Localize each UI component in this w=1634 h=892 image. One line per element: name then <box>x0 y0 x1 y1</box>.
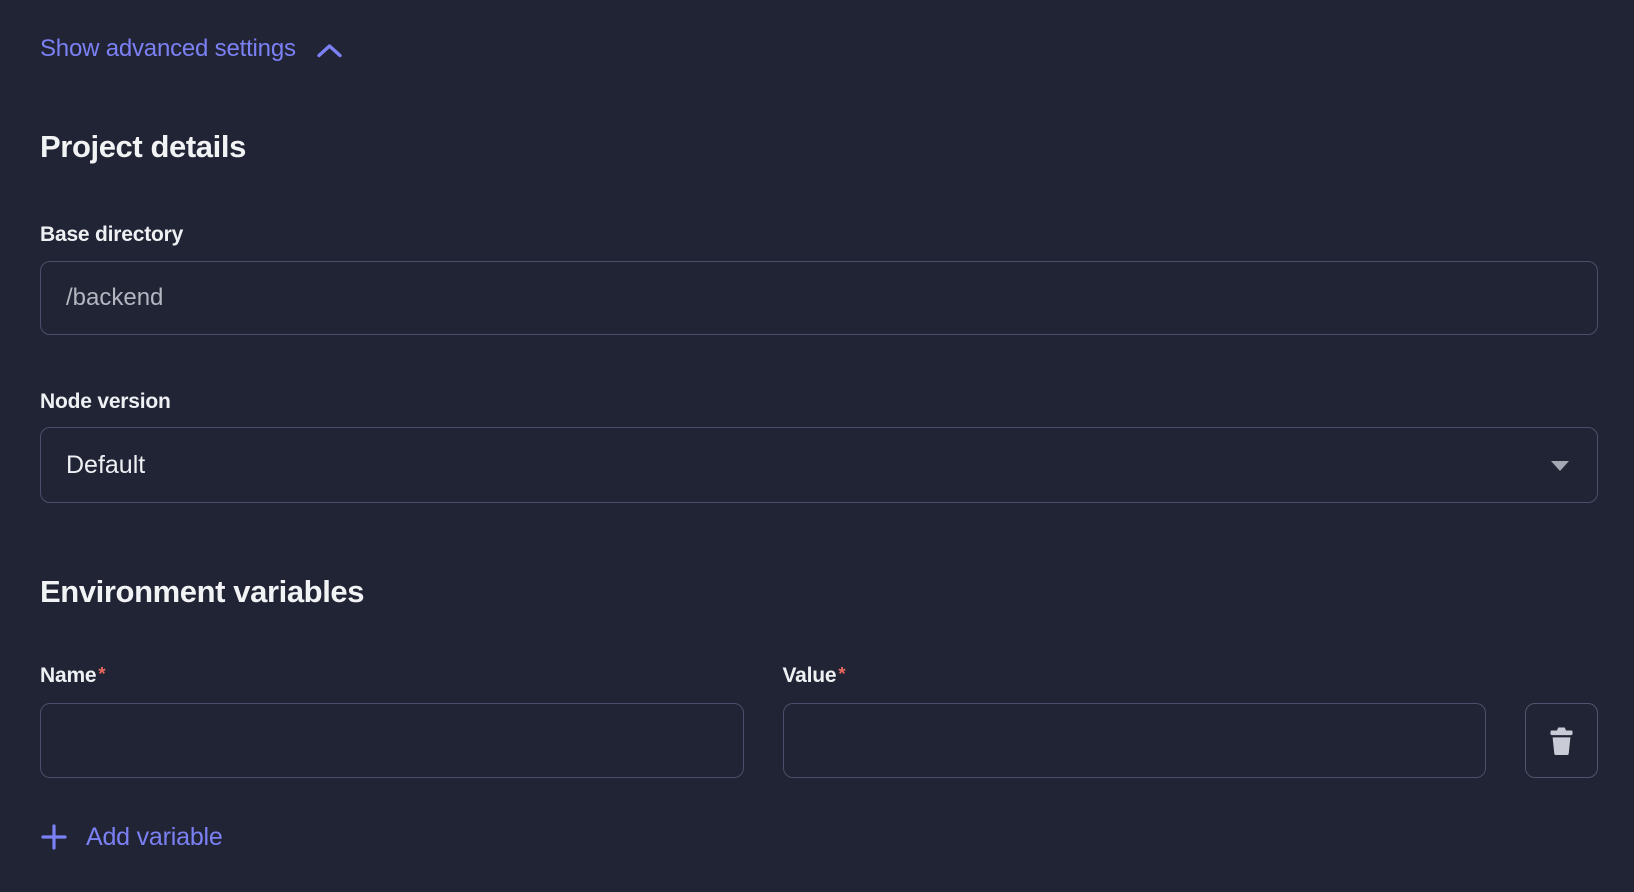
base-directory-input[interactable] <box>40 261 1598 335</box>
node-version-selected-option: Default <box>66 450 146 479</box>
plus-icon <box>40 823 68 851</box>
node-version-select[interactable]: Default <box>40 427 1598 503</box>
env-name-column: Name * <box>40 663 744 778</box>
advanced-settings-toggle-label: Show advanced settings <box>40 35 296 62</box>
env-value-column: Value * <box>782 663 1487 778</box>
add-variable-button[interactable]: Add variable <box>40 822 223 852</box>
env-name-label-text: Name <box>40 664 97 687</box>
required-marker: * <box>98 663 106 684</box>
env-value-label-text: Value <box>782 664 837 687</box>
add-variable-label: Add variable <box>86 823 223 851</box>
required-marker: * <box>838 663 846 684</box>
env-variable-row: Name * Value * <box>40 663 1598 778</box>
env-name-input[interactable] <box>40 703 744 778</box>
project-details-title: Project details <box>40 129 246 164</box>
env-value-label: Value * <box>783 663 1487 689</box>
delete-variable-button[interactable] <box>1525 703 1598 778</box>
caret-down-icon <box>1551 461 1569 471</box>
env-value-input[interactable] <box>782 703 1486 778</box>
environment-variables-title: Environment variables <box>40 574 365 609</box>
node-version-label: Node version <box>40 390 171 413</box>
advanced-settings-toggle[interactable]: Show advanced settings <box>40 34 343 64</box>
base-directory-label: Base directory <box>40 223 184 246</box>
chevron-up-icon <box>316 40 343 59</box>
env-name-label: Name * <box>40 663 744 689</box>
trash-icon <box>1550 727 1573 755</box>
